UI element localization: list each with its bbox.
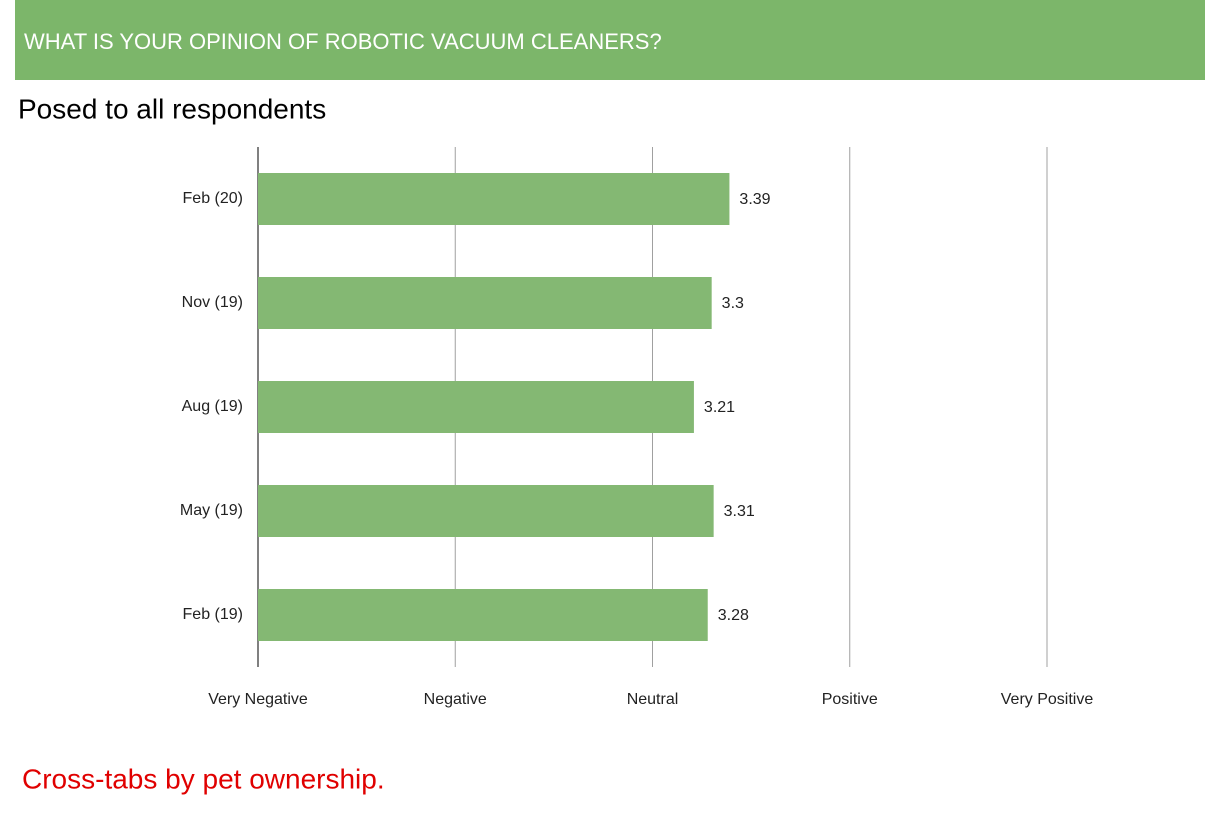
x-tick-label: Very Negative <box>208 691 308 708</box>
value-label: 3.28 <box>718 607 749 624</box>
x-tick-label: Neutral <box>627 691 679 708</box>
header-bar <box>15 0 1205 80</box>
y-tick-label: Nov (19) <box>182 294 243 311</box>
chart-title: WHAT IS YOUR OPINION OF ROBOTIC VACUUM C… <box>24 29 662 54</box>
bar <box>258 277 712 329</box>
value-label: 3.21 <box>704 399 735 416</box>
y-tick-label: Aug (19) <box>182 398 243 415</box>
y-tick-label: Feb (19) <box>183 606 243 623</box>
x-tick-label: Positive <box>822 691 878 708</box>
value-label: 3.31 <box>724 503 755 520</box>
y-tick-label: Feb (20) <box>183 190 243 207</box>
bar <box>258 173 730 225</box>
annotation: Cross-tabs by pet ownership. <box>22 763 385 794</box>
x-tick-label: Negative <box>424 691 487 708</box>
value-label: 3.39 <box>739 191 770 208</box>
bar <box>258 381 694 433</box>
value-label: 3.3 <box>722 295 744 312</box>
y-tick-label: May (19) <box>180 502 243 519</box>
x-tick-label: Very Positive <box>1001 691 1094 708</box>
bar <box>258 589 708 641</box>
bar <box>258 485 714 537</box>
chart-subtitle: Posed to all respondents <box>18 93 326 124</box>
